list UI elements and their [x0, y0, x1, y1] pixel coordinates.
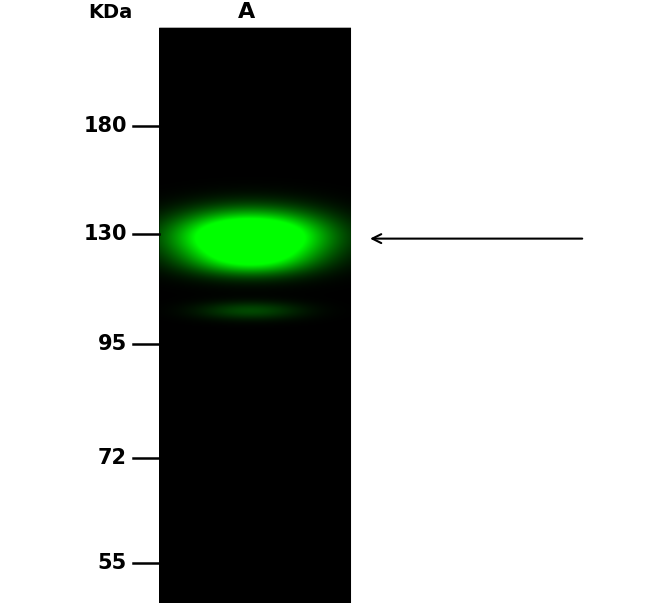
Text: 55: 55: [98, 553, 127, 573]
Text: A: A: [239, 1, 255, 22]
Text: 130: 130: [83, 224, 127, 244]
Text: KDa: KDa: [88, 2, 132, 22]
Bar: [159, 28, 351, 603]
Text: 72: 72: [98, 448, 127, 468]
Text: 95: 95: [98, 335, 127, 354]
Text: 180: 180: [83, 116, 127, 136]
